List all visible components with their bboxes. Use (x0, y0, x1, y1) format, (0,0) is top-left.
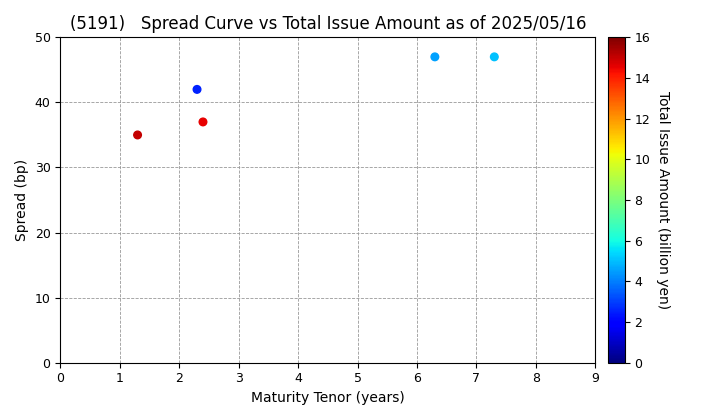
Point (192, 86, 203, 93)
Y-axis label: Total Issue Amount (billion yen): Total Issue Amount (billion yen) (656, 91, 670, 309)
Point (132, 131, 143, 138)
Point (429, 53, 441, 60)
Y-axis label: Spread (bp): Spread (bp) (15, 159, 29, 241)
Point (489, 53, 500, 60)
Title: (5191)   Spread Curve vs Total Issue Amount as of 2025/05/16: (5191) Spread Curve vs Total Issue Amoun… (70, 15, 586, 33)
Point (197, 118, 209, 125)
X-axis label: Maturity Tenor (years): Maturity Tenor (years) (251, 391, 405, 405)
